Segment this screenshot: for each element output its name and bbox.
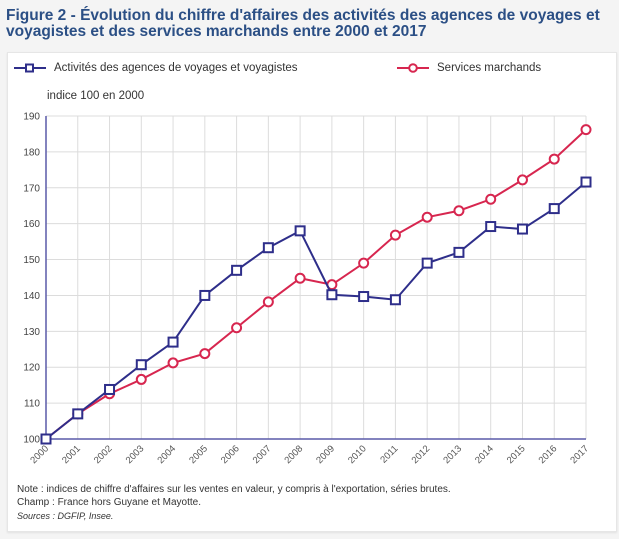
data-point-square xyxy=(548,203,560,215)
data-point-square xyxy=(40,433,52,445)
data-point-circle xyxy=(516,174,528,186)
data-point-circle xyxy=(389,229,401,241)
y-tick-label: 170 xyxy=(23,183,40,194)
data-point-square xyxy=(580,176,592,188)
data-point-square xyxy=(294,225,306,237)
data-point-circle xyxy=(485,193,497,205)
data-point-circle xyxy=(135,373,147,385)
data-point-square xyxy=(516,223,528,235)
x-tick-label: 2010 xyxy=(346,443,369,466)
data-point-square xyxy=(104,383,116,395)
square-marker-icon xyxy=(14,63,46,73)
data-point-circle xyxy=(199,348,211,360)
x-tick-label: 2008 xyxy=(283,443,306,466)
data-point-square xyxy=(231,264,243,276)
data-point-square xyxy=(389,294,401,306)
x-tick-label: 2000 xyxy=(28,443,51,466)
series-line-0 xyxy=(45,181,587,440)
x-tick-label: 2002 xyxy=(92,443,115,466)
x-tick-label: 2004 xyxy=(155,443,178,466)
champ-text: Champ : France hors Guyane et Mayotte. xyxy=(17,497,201,508)
y-tick-label: 110 xyxy=(24,399,40,410)
data-point-square xyxy=(326,289,338,301)
legend-label: Activités des agences de voyages et voya… xyxy=(54,62,298,74)
data-point-square xyxy=(358,291,370,303)
x-tick-label: 2006 xyxy=(219,443,242,466)
data-point-circle xyxy=(262,296,274,308)
x-tick-label: 2001 xyxy=(60,443,83,466)
data-point-square xyxy=(135,359,147,371)
x-tick-label: 2017 xyxy=(568,443,591,466)
y-tick-label: 150 xyxy=(23,255,40,266)
y-tick-label: 120 xyxy=(23,363,40,374)
data-point-square xyxy=(262,242,274,254)
y-tick-label: 140 xyxy=(23,291,40,302)
legend-label: Services marchands xyxy=(437,62,542,74)
y-tick-label: 190 xyxy=(23,112,40,123)
data-point-circle xyxy=(421,211,433,223)
x-tick-label: 2013 xyxy=(441,443,464,466)
y-tick-label: 130 xyxy=(23,327,40,338)
sources-text: Sources : DGFIP, Insee. xyxy=(17,511,114,521)
data-point-circle xyxy=(167,357,179,369)
data-point-circle xyxy=(294,272,306,284)
data-point-square xyxy=(421,257,433,269)
y-tick-label: 100 xyxy=(23,435,40,446)
data-point-circle xyxy=(231,322,243,334)
series-line-1 xyxy=(45,128,587,440)
y-axis-unit-label: indice 100 en 2000 xyxy=(47,90,145,102)
x-tick-label: 2009 xyxy=(314,443,337,466)
x-tick-label: 2005 xyxy=(187,443,210,466)
x-tick-label: 2014 xyxy=(473,443,496,466)
x-tick-label: 2016 xyxy=(537,443,560,466)
chart-card xyxy=(7,52,617,532)
data-point-circle xyxy=(453,205,465,217)
y-tick-label: 160 xyxy=(23,219,40,230)
legend-item-agences[interactable]: Activités des agences de voyages et voya… xyxy=(14,62,298,74)
legend-item-services[interactable]: Services marchands xyxy=(397,62,541,74)
data-point-square xyxy=(485,221,497,233)
x-tick-label: 2011 xyxy=(378,443,400,465)
figure-title: Figure 2 - Évolution du chiffre d'affair… xyxy=(6,7,600,40)
data-point-square xyxy=(167,336,179,348)
data-point-circle xyxy=(548,153,560,165)
data-point-square xyxy=(199,289,211,301)
data-point-square xyxy=(72,408,84,420)
x-tick-label: 2012 xyxy=(410,443,433,466)
data-point-circle xyxy=(580,124,592,136)
x-tick-label: 2003 xyxy=(124,443,147,466)
x-tick-label: 2007 xyxy=(251,443,274,466)
data-point-square xyxy=(453,246,465,258)
note-text: Note : indices de chiffre d'affaires sur… xyxy=(17,484,451,495)
data-point-circle xyxy=(358,257,370,269)
y-tick-label: 180 xyxy=(23,147,40,158)
circle-marker-icon xyxy=(397,63,429,73)
x-tick-label: 2015 xyxy=(505,443,528,466)
